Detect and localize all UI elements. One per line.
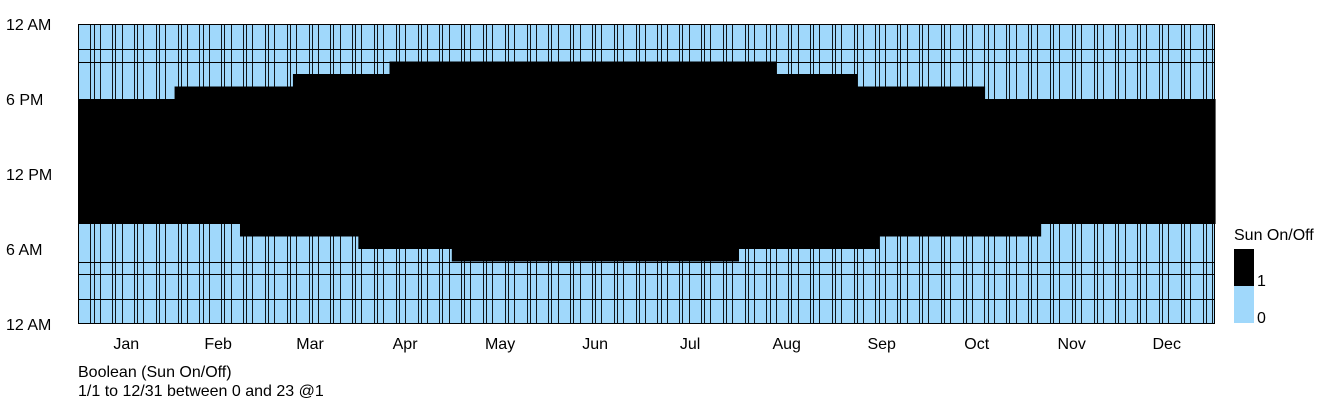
- legend-title: Sun On/Off: [1234, 227, 1314, 244]
- plot-border: [78, 24, 1215, 324]
- x-tick-label: Dec: [1152, 336, 1180, 353]
- heatmap-on-block: [878, 86, 986, 237]
- footer-range-description: 1/1 to 12/31 between 0 and 23 @1: [78, 383, 324, 400]
- heatmap-on-block: [1040, 99, 1216, 224]
- x-tick-label: Nov: [1057, 336, 1085, 353]
- x-tick-label: Jun: [582, 336, 608, 353]
- heatmap-on-block: [389, 61, 453, 249]
- y-axis: 12 AM 6 AM 12 PM 6 PM 12 AM: [6, 17, 52, 334]
- legend-swatch: [1234, 249, 1254, 286]
- x-axis: Jan Feb Mar Apr May Jun Jul Aug Sep Oct Nov Dec: [113, 336, 1181, 353]
- x-tick-label: Jan: [113, 336, 139, 353]
- heatmap-on-block: [174, 86, 241, 224]
- y-tick-label: 6 PM: [6, 92, 43, 109]
- footer-series-name: Boolean (Sun On/Off): [78, 364, 232, 381]
- heatmap-on-block: [984, 99, 1042, 237]
- legend: Sun On/Off 1 0: [1234, 227, 1314, 327]
- x-tick-label: May: [485, 336, 515, 353]
- vertical-gridlines: [78, 24, 1213, 324]
- x-tick-label: Apr: [393, 336, 419, 353]
- x-tick-label: Feb: [204, 336, 232, 353]
- heatmap-on-block: [775, 74, 858, 249]
- heatmap-on-block: [856, 86, 880, 249]
- x-tick-label: Mar: [296, 336, 324, 353]
- legend-label: 1: [1257, 273, 1266, 290]
- x-tick-label: Jul: [680, 336, 700, 353]
- heatmap-on-block: [738, 61, 777, 249]
- y-tick-label: 12 AM: [6, 17, 51, 34]
- heatmap-on-block: [292, 74, 359, 237]
- heatmap-on-block: [78, 99, 176, 224]
- legend-label: 0: [1257, 310, 1266, 327]
- heatmap-on-block: [239, 86, 294, 237]
- horizontal-gridlines: [78, 49, 1215, 300]
- plot-area: [78, 24, 1216, 324]
- y-tick-label: 12 AM: [6, 317, 51, 334]
- x-tick-label: Aug: [772, 336, 800, 353]
- x-tick-label: Oct: [964, 336, 989, 353]
- y-tick-label: 12 PM: [6, 167, 52, 184]
- x-tick-label: Sep: [867, 336, 896, 353]
- legend-swatch: [1234, 286, 1254, 323]
- y-tick-label: 6 AM: [6, 242, 42, 259]
